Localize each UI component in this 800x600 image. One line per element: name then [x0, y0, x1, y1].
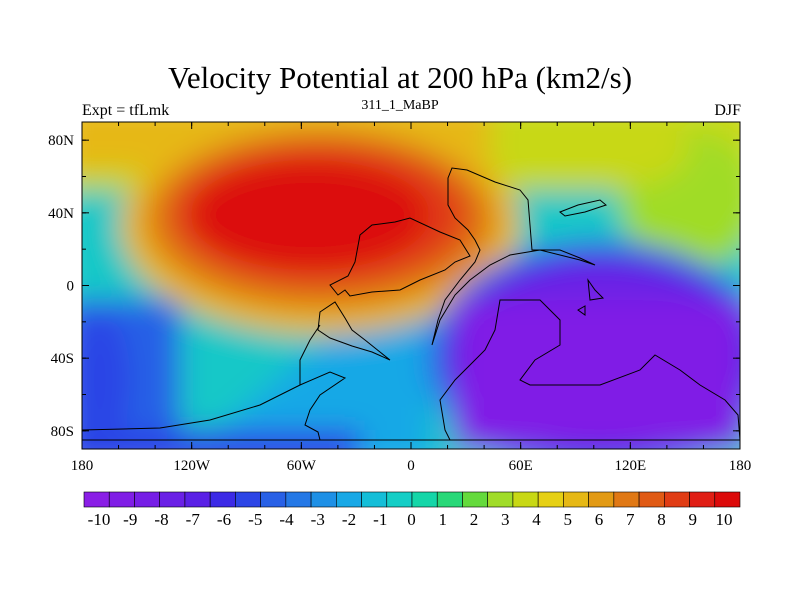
colorbar-label: 0 — [407, 510, 416, 529]
colorbar-swatch — [563, 491, 589, 508]
colorbar-label: 10 — [716, 510, 733, 529]
colorbar-label: 2 — [470, 510, 479, 529]
colorbar-swatch — [613, 491, 640, 508]
lat-tick-label: 40N — [48, 206, 74, 222]
latitude-labels: 80N 40N 0 40S 80S — [48, 133, 74, 440]
lon-tick-label: 180 — [729, 458, 752, 474]
colorbar-swatch — [664, 491, 690, 508]
colorbar-swatch — [462, 491, 488, 508]
lat-tick-label: 40S — [51, 351, 74, 367]
lon-tick-label: 60W — [287, 458, 317, 474]
colorbar — [83, 491, 741, 508]
colorbar-label: -3 — [311, 510, 325, 529]
lon-tick-label: 180 — [71, 458, 94, 474]
colorbar-label: -8 — [154, 510, 168, 529]
colorbar-swatch — [512, 491, 539, 508]
colorbar-swatch — [714, 491, 741, 508]
lat-tick-label: 0 — [67, 279, 75, 295]
season-label: DJF — [714, 102, 741, 119]
colorbar-swatch — [260, 491, 287, 508]
colorbar-label: -5 — [248, 510, 262, 529]
plot-title: Velocity Potential at 200 hPa (km2/s) — [167, 60, 633, 95]
colorbar-label: 9 — [689, 510, 698, 529]
colorbar-swatch — [411, 491, 438, 508]
colorbar-swatch — [689, 491, 716, 508]
contour-field — [82, 122, 740, 449]
colorbar-label: 6 — [595, 510, 604, 529]
colorbar-swatch — [537, 491, 564, 508]
colorbar-label: 1 — [439, 510, 448, 529]
colorbar-label: 4 — [532, 510, 541, 529]
colorbar-swatch — [310, 491, 337, 508]
colorbar-label: -10 — [88, 510, 111, 529]
colorbar-swatch — [184, 491, 211, 508]
axis-ticks — [81, 122, 741, 449]
lon-tick-label: 0 — [407, 458, 415, 474]
lat-tick-label: 80N — [48, 133, 74, 149]
colorbar-swatch — [386, 491, 413, 508]
longitude-labels: 180 120W 60W 0 60E 120E 180 — [71, 458, 752, 474]
colorbar-labels: -10 -9 -8 -7 -6 -5 -4 -3 -2 -1 0 1 2 3 4 5 6 7 8 9 10 — [88, 510, 733, 529]
colorbar-label: 8 — [657, 510, 666, 529]
colorbar-swatch — [134, 491, 160, 508]
colorbar-swatch — [638, 491, 665, 508]
coastlines — [82, 167, 740, 441]
colorbar-label: -4 — [279, 510, 294, 529]
colorbar-label: 5 — [564, 510, 573, 529]
colorbar-swatch — [588, 491, 615, 508]
lon-tick-label: 60E — [509, 458, 533, 474]
colorbar-label: -9 — [123, 510, 137, 529]
colorbar-swatch — [83, 491, 110, 508]
colorbar-swatch — [487, 491, 514, 508]
lon-tick-label: 120E — [614, 458, 646, 474]
lat-tick-label: 80S — [51, 424, 74, 440]
colorbar-label: -7 — [186, 510, 201, 529]
colorbar-swatch — [159, 491, 186, 508]
colorbar-swatch — [209, 491, 236, 508]
colorbar-label: -1 — [373, 510, 387, 529]
colorbar-swatch — [336, 491, 362, 508]
lon-tick-label: 120W — [173, 458, 211, 474]
colorbar-label: -6 — [217, 510, 231, 529]
colorbar-label: -2 — [342, 510, 356, 529]
colorbar-label: 7 — [626, 510, 635, 529]
colorbar-swatch — [285, 491, 312, 508]
run-label: 311_1_MaBP — [361, 98, 439, 113]
colorbar-swatch — [235, 491, 261, 508]
colorbar-swatch — [436, 491, 463, 508]
experiment-label: Expt = tfLmk — [82, 102, 170, 119]
colorbar-swatch — [108, 491, 135, 508]
colorbar-swatch — [361, 491, 388, 508]
colorbar-label: 3 — [501, 510, 510, 529]
